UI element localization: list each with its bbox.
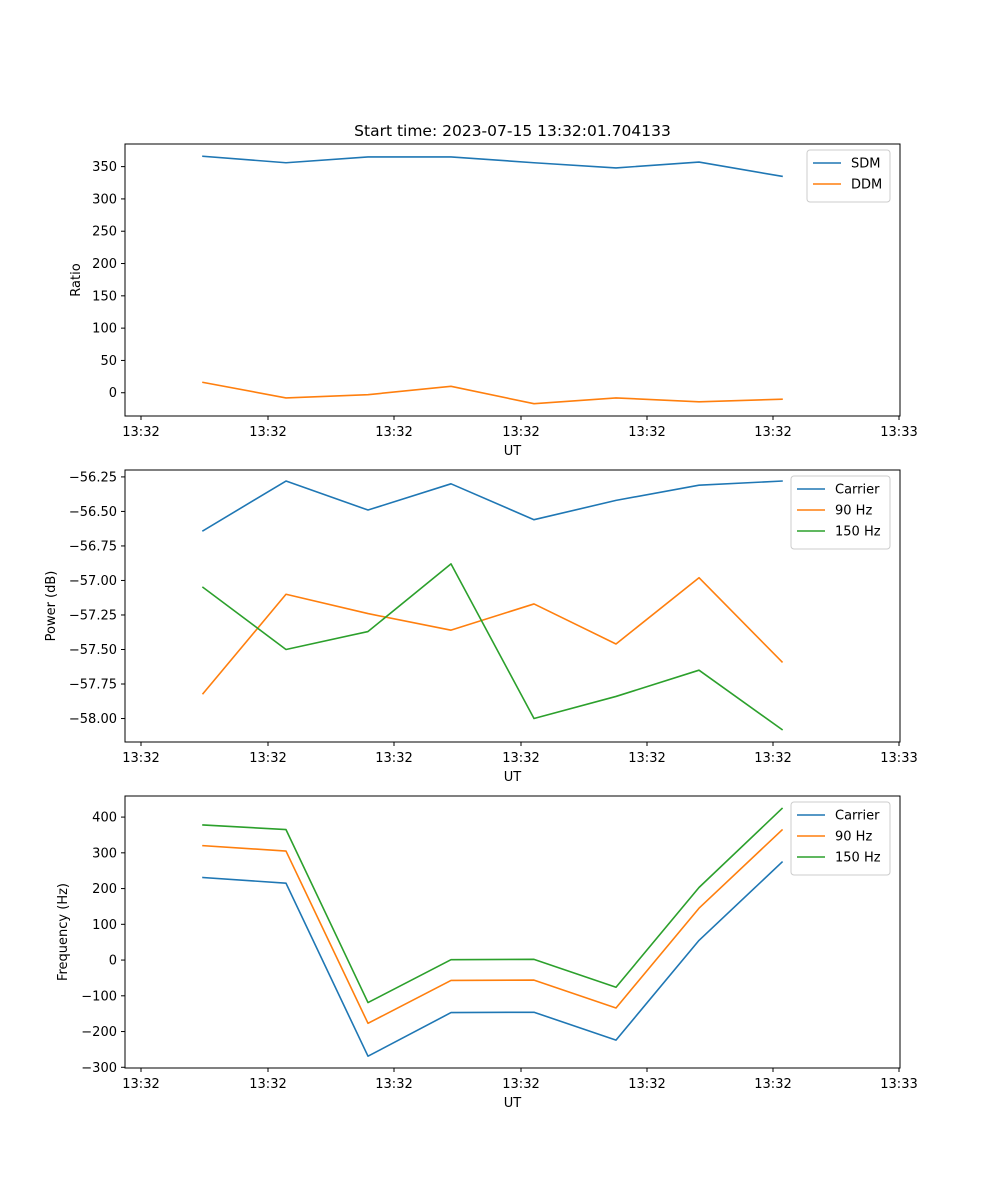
frequency-legend-label-150-hz: 150 Hz [835, 851, 881, 866]
ratio-y-tick-label: 200 [92, 257, 117, 272]
frequency-y-tick-label: −300 [81, 1061, 117, 1076]
power-y-tick-label: −56.25 [69, 470, 117, 485]
frequency-y-axis-label: Frequency (Hz) [56, 883, 71, 981]
ratio-x-tick-label: 13:33 [880, 425, 917, 440]
ratio-y-tick-label: 150 [92, 289, 117, 304]
ratio-series-sdm-line [202, 155, 783, 178]
frequency-y-tick-label: 100 [92, 918, 117, 933]
ratio-y-tick-label: 0 [109, 386, 117, 401]
ratio-y-tick-label: 350 [92, 160, 117, 175]
power-legend-label-carrier: Carrier [835, 483, 880, 498]
frequency-legend-label-90-hz: 90 Hz [835, 830, 872, 845]
ratio-legend-label-ddm: DDM [851, 178, 882, 193]
frequency-y-tick-label: −200 [81, 1025, 117, 1040]
power-y-tick-label: −57.00 [69, 574, 117, 589]
power-y-tick-label: −57.50 [69, 643, 117, 658]
power-y-tick-label: −58.00 [69, 712, 117, 727]
frequency-x-tick-label: 13:33 [880, 1077, 917, 1092]
ratio-series-ddm-line [202, 381, 783, 405]
frequency-y-tick-label: −100 [81, 989, 117, 1004]
power-x-axis-label: UT [504, 770, 522, 785]
ratio-y-tick-label: 300 [92, 192, 117, 207]
frequency-axes-frame [124, 795, 901, 1069]
ratio-axes-frame [124, 143, 901, 417]
frequency-x-tick-label: 13:32 [628, 1077, 665, 1092]
frequency-y-tick-label: 0 [109, 954, 117, 969]
ratio-x-tick-label: 13:32 [249, 425, 286, 440]
power-axes-frame [124, 469, 901, 743]
ratio-x-tick-label: 13:32 [754, 425, 791, 440]
ratio-x-axis-label: UT [504, 444, 522, 459]
power-x-tick-label: 13:32 [122, 751, 159, 766]
power-x-tick-label: 13:32 [628, 751, 665, 766]
frequency-panel: 13:32 13:32 13:32 13:32 13:32 13:32 13:33 −300 −… [56, 795, 918, 1111]
power-x-tick-label: 13:33 [880, 751, 917, 766]
frequency-x-axis-label: UT [504, 1096, 522, 1111]
power-y-tick-label: −56.50 [69, 505, 117, 520]
power-x-tick-label: 13:32 [249, 751, 286, 766]
ratio-y-tick-label: 100 [92, 322, 117, 337]
frequency-series-carrier-line [202, 860, 784, 1057]
power-y-tick-label: −57.25 [69, 608, 117, 623]
figure-title: Start time: 2023-07-15 13:32:01.704133 [354, 122, 671, 140]
power-y-axis-label: Power (dB) [44, 571, 59, 642]
ratio-y-tick-label: 50 [100, 354, 117, 369]
power-series-carrier-line [201, 480, 783, 532]
power-series-90-hz-line [201, 576, 784, 695]
frequency-x-tick-label: 13:32 [502, 1077, 539, 1092]
frequency-legend: Carrier 90 Hz 150 Hz [790, 801, 891, 876]
ratio-x-tick-label: 13:32 [628, 425, 665, 440]
power-panel: 13:32 13:32 13:32 13:32 13:32 13:32 13:33 −58.0… [44, 469, 918, 785]
frequency-series-150-hz-line [202, 807, 784, 1004]
power-series-150-hz-line [201, 563, 784, 731]
power-y-tick-label: −56.75 [69, 539, 117, 554]
ratio-panel: 13:32 13:32 13:32 13:32 13:32 13:32 13:33 0 50 10… [69, 143, 918, 459]
frequency-y-tick-label: 300 [92, 846, 117, 861]
power-y-tick-label: −57.75 [69, 678, 117, 693]
power-legend-label-150-hz: 150 Hz [835, 525, 881, 540]
ratio-legend: SDM DDM [806, 149, 891, 203]
frequency-x-tick-label: 13:32 [122, 1077, 159, 1092]
power-legend-label-90-hz: 90 Hz [835, 504, 872, 519]
ratio-x-tick-label: 13:32 [502, 425, 539, 440]
power-legend: Carrier 90 Hz 150 Hz [790, 475, 891, 550]
power-x-tick-label: 13:32 [375, 751, 412, 766]
frequency-legend-label-carrier: Carrier [835, 809, 880, 824]
ratio-y-axis-label: Ratio [69, 263, 84, 296]
power-x-tick-label: 13:32 [502, 751, 539, 766]
ratio-legend-label-sdm: SDM [851, 157, 880, 172]
frequency-x-tick-label: 13:32 [754, 1077, 791, 1092]
power-x-tick-label: 13:32 [754, 751, 791, 766]
ratio-y-tick-label: 250 [92, 225, 117, 240]
frequency-y-tick-label: 200 [92, 882, 117, 897]
frequency-y-tick-label: 400 [92, 811, 117, 826]
frequency-series-90-hz-line [202, 828, 784, 1025]
ratio-x-tick-label: 13:32 [375, 425, 412, 440]
ratio-x-tick-label: 13:32 [122, 425, 159, 440]
frequency-x-tick-label: 13:32 [375, 1077, 412, 1092]
frequency-x-tick-label: 13:32 [249, 1077, 286, 1092]
